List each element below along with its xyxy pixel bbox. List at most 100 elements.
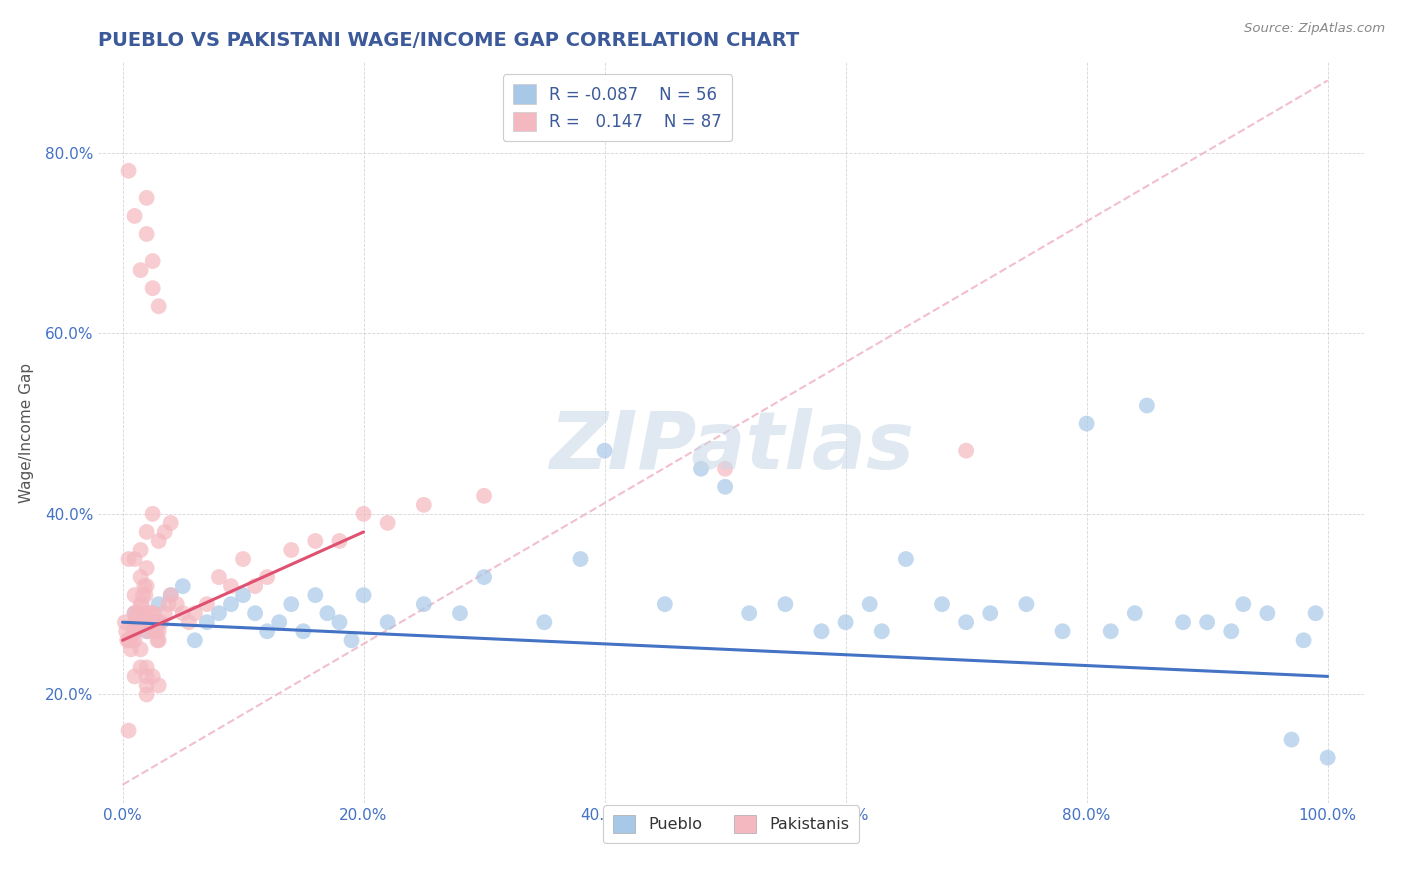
Point <box>243 606 266 620</box>
Text: PUEBLO VS PAKISTANI WAGE/INCOME GAP CORRELATION CHART: PUEBLO VS PAKISTANI WAGE/INCOME GAP CORR… <box>98 30 800 50</box>
Point <box>533 615 555 630</box>
Point <box>195 615 218 630</box>
Point <box>117 163 139 178</box>
Point <box>894 552 917 566</box>
Point <box>1076 417 1098 431</box>
Point <box>131 597 153 611</box>
Point <box>134 579 156 593</box>
Point <box>955 443 977 458</box>
Point <box>1232 597 1254 611</box>
Point <box>128 606 150 620</box>
Point <box>172 579 194 593</box>
Point <box>148 299 170 313</box>
Point <box>177 615 200 630</box>
Point <box>714 480 737 494</box>
Point <box>148 678 170 692</box>
Point <box>135 227 157 241</box>
Point <box>129 642 152 657</box>
Point <box>124 669 146 683</box>
Point <box>1052 624 1074 639</box>
Point <box>148 624 170 639</box>
Legend: Pueblo, Pakistanis: Pueblo, Pakistanis <box>603 805 859 843</box>
Point <box>142 507 165 521</box>
Point <box>219 597 242 611</box>
Point <box>1281 732 1303 747</box>
Point <box>353 588 375 602</box>
Text: Source: ZipAtlas.com: Source: ZipAtlas.com <box>1244 22 1385 36</box>
Point <box>316 606 339 620</box>
Point <box>148 615 170 630</box>
Point <box>412 597 434 611</box>
Point <box>135 624 157 639</box>
Point <box>195 597 218 611</box>
Point <box>569 552 592 566</box>
Point <box>153 606 176 620</box>
Point <box>1015 597 1038 611</box>
Point <box>146 633 169 648</box>
Point <box>955 615 977 630</box>
Point <box>135 669 157 683</box>
Point <box>117 633 139 648</box>
Point <box>124 606 146 620</box>
Point <box>269 615 291 630</box>
Point <box>142 606 165 620</box>
Point <box>124 552 146 566</box>
Point <box>153 524 176 539</box>
Point <box>150 615 173 630</box>
Point <box>979 606 1001 620</box>
Point <box>159 588 181 602</box>
Point <box>449 606 471 620</box>
Point <box>810 624 832 639</box>
Point <box>834 615 856 630</box>
Point <box>353 507 375 521</box>
Point <box>1197 615 1219 630</box>
Point <box>1256 606 1278 620</box>
Point <box>159 516 181 530</box>
Point <box>125 606 148 620</box>
Point <box>690 461 713 475</box>
Point <box>125 615 148 630</box>
Point <box>121 633 143 648</box>
Point <box>120 642 142 657</box>
Text: ZIPatlas: ZIPatlas <box>548 409 914 486</box>
Point <box>136 624 159 639</box>
Point <box>184 606 207 620</box>
Point <box>304 588 326 602</box>
Point <box>129 543 152 558</box>
Point <box>142 254 165 268</box>
Point <box>142 281 165 295</box>
Point <box>1305 606 1327 620</box>
Y-axis label: Wage/Income Gap: Wage/Income Gap <box>18 362 34 503</box>
Point <box>304 533 326 548</box>
Point <box>593 443 616 458</box>
Point <box>870 624 893 639</box>
Point <box>148 533 170 548</box>
Point <box>328 533 350 548</box>
Point <box>208 606 231 620</box>
Point <box>859 597 882 611</box>
Point <box>135 678 157 692</box>
Point <box>159 588 181 602</box>
Point <box>148 633 170 648</box>
Point <box>1316 750 1339 764</box>
Point <box>127 615 149 630</box>
Point <box>143 624 166 639</box>
Point <box>280 597 302 611</box>
Point <box>135 688 157 702</box>
Point <box>117 552 139 566</box>
Point <box>1123 606 1146 620</box>
Point <box>145 624 167 639</box>
Point <box>124 615 146 630</box>
Point <box>931 597 953 611</box>
Point <box>328 615 350 630</box>
Point <box>1171 615 1194 630</box>
Point <box>135 579 157 593</box>
Point <box>256 624 278 639</box>
Point <box>166 597 188 611</box>
Point <box>124 624 146 639</box>
Point <box>129 660 152 674</box>
Point <box>714 461 737 475</box>
Point <box>184 633 207 648</box>
Point <box>115 624 138 639</box>
Point <box>135 615 157 630</box>
